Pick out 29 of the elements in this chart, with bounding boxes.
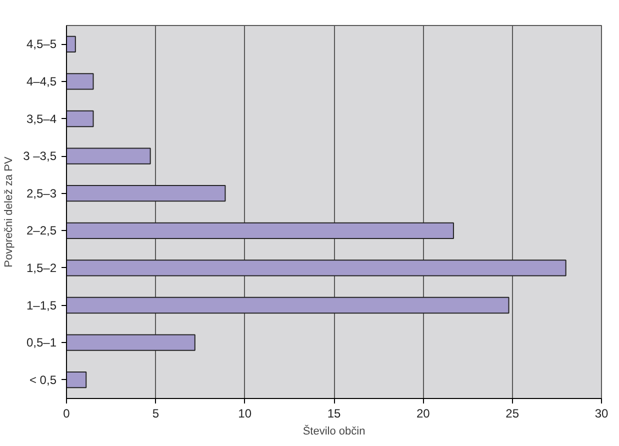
x-tick-label: 5	[152, 406, 160, 420]
y-axis-title: Povprečni delež za PV	[3, 156, 16, 268]
bar	[66, 222, 454, 239]
bar	[66, 110, 94, 128]
x-tick-label: 0	[63, 406, 70, 420]
x-axis-title: Število občin	[302, 424, 366, 438]
y-tick-label: < 0,5	[29, 372, 57, 387]
bar	[66, 148, 151, 164]
y-tick-label: 1,5–2	[26, 260, 57, 275]
bar	[66, 36, 76, 52]
bar	[66, 372, 87, 388]
x-tick-label: 10	[238, 406, 252, 420]
bar	[66, 260, 566, 276]
x-tick-label: 30	[594, 406, 608, 420]
x-tick-label: 20	[416, 406, 430, 420]
bar	[66, 185, 226, 202]
y-tick-label: 1–1,5	[26, 298, 57, 312]
y-tick-label: 0,5–1	[26, 336, 57, 350]
y-tick-label: 4,5–5	[26, 37, 57, 52]
bar	[66, 73, 94, 90]
bar	[66, 334, 196, 351]
y-tick-label: 3 –3,5	[23, 149, 57, 164]
y-tick-label: 4–4,5	[26, 74, 57, 88]
y-tick-label: 2,5–3	[26, 186, 57, 200]
x-tick-label: 25	[506, 406, 520, 420]
x-tick-label: 15	[327, 406, 341, 420]
y-tick-label: 3,5–4	[26, 112, 57, 126]
bar	[66, 296, 510, 314]
y-tick-label: 2–2,5	[26, 224, 57, 238]
